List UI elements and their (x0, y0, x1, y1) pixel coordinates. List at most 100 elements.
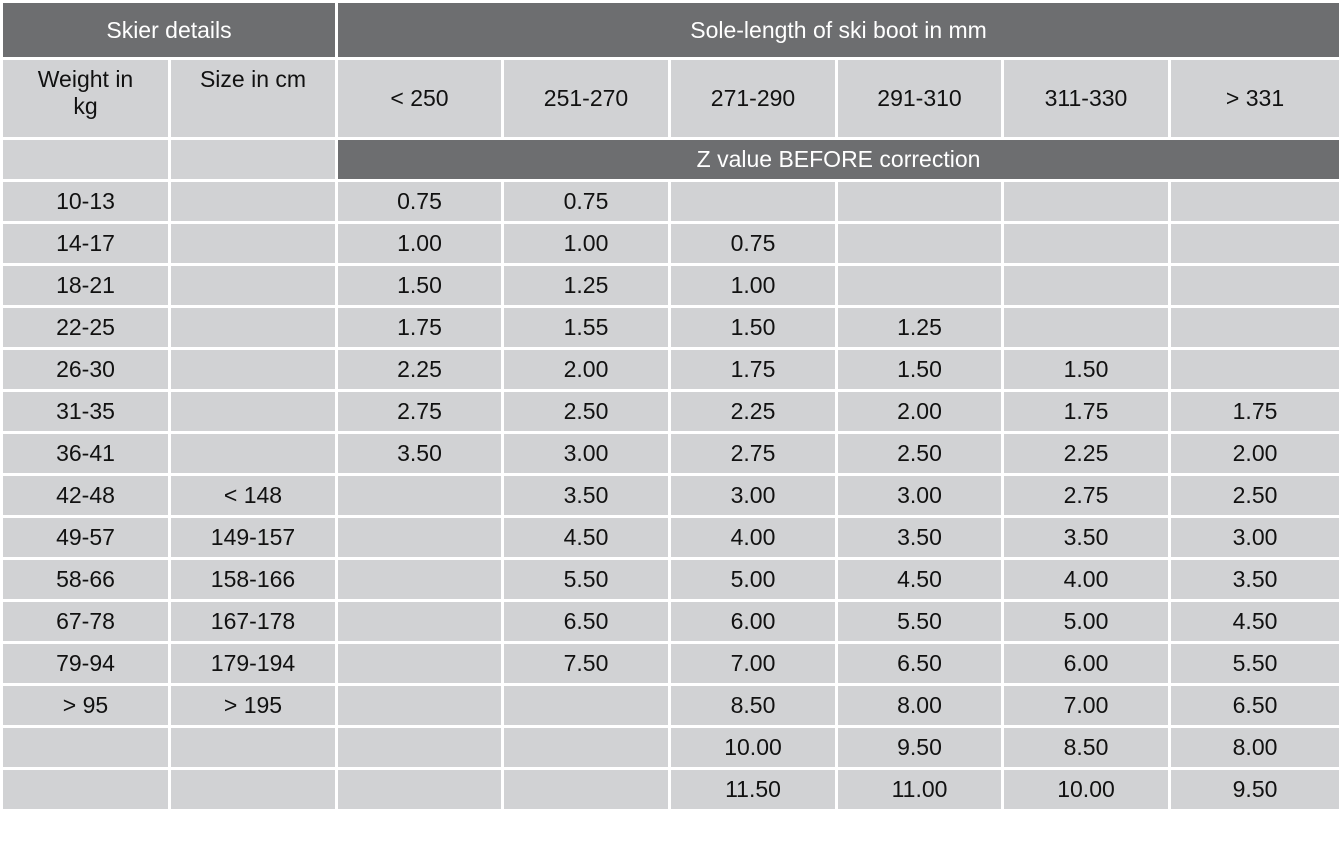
z-value-cell: 2.00 (1167, 431, 1339, 476)
z-value-cell: 5.50 (835, 599, 1004, 644)
empty-cell (168, 221, 338, 266)
empty-cell (501, 767, 671, 812)
z-value-cell: 1.55 (501, 305, 671, 350)
group-header: Sole-length of ski boot in mm (334, 0, 1339, 60)
column-header: < 250 (335, 57, 504, 140)
z-value-cell: 11.50 (668, 767, 838, 812)
z-value-cell: 1.00 (501, 221, 671, 266)
z-value-cell: 11.00 (835, 767, 1004, 812)
weight-cell: > 95 (0, 683, 171, 728)
group-header-row: Skier details Sole-length of ski boot in … (0, 0, 1339, 60)
column-header: Weight in kg (0, 57, 171, 140)
data-row: 14-17 1.00 1.00 0.75 (0, 221, 1339, 266)
z-value-cell: 2.50 (501, 389, 671, 434)
empty-cell (0, 137, 171, 182)
column-header: Size in cm (168, 57, 338, 140)
empty-cell (1001, 221, 1171, 266)
column-header: 271-290 (668, 57, 838, 140)
z-value-cell: 1.00 (668, 263, 838, 308)
empty-cell (1001, 305, 1171, 350)
empty-cell (1167, 347, 1339, 392)
z-value-cell: 8.00 (835, 683, 1004, 728)
z-value-cell: 3.50 (335, 431, 504, 476)
z-value-cell: 3.00 (835, 473, 1004, 518)
empty-cell (1167, 221, 1339, 266)
data-row: 79-94 179-194 7.50 7.00 6.50 6.00 5.50 (0, 641, 1339, 686)
z-value-cell: 7.00 (1001, 683, 1171, 728)
empty-cell (335, 683, 504, 728)
empty-cell (1001, 263, 1171, 308)
empty-cell (835, 263, 1004, 308)
z-value-cell: 8.50 (668, 683, 838, 728)
data-row: 26-30 2.25 2.00 1.75 1.50 1.50 (0, 347, 1339, 392)
empty-cell (0, 725, 171, 770)
empty-cell (168, 767, 338, 812)
z-value-cell: 3.00 (1167, 515, 1339, 560)
z-value-cell: 2.50 (835, 431, 1004, 476)
weight-cell: 79-94 (0, 641, 171, 686)
z-value-cell: 4.50 (501, 515, 671, 560)
data-row: 22-25 1.75 1.55 1.50 1.25 (0, 305, 1339, 350)
empty-cell (168, 137, 338, 182)
z-value-cell: 2.75 (335, 389, 504, 434)
ski-binding-table: Skier details Sole-length of ski boot in … (0, 0, 1339, 812)
empty-cell (335, 641, 504, 686)
empty-cell (501, 683, 671, 728)
z-value-cell: 2.00 (501, 347, 671, 392)
z-value-cell: 1.25 (835, 305, 1004, 350)
weight-cell: 31-35 (0, 389, 171, 434)
z-value-cell: 5.00 (668, 557, 838, 602)
z-value-cell: 1.75 (1001, 389, 1171, 434)
size-cell: 179-194 (168, 641, 338, 686)
column-header: 311-330 (1001, 57, 1171, 140)
weight-cell: 22-25 (0, 305, 171, 350)
z-value-cell: 4.00 (668, 515, 838, 560)
z-value-cell: 1.50 (335, 263, 504, 308)
z-value-cell: 0.75 (501, 179, 671, 224)
empty-cell (335, 767, 504, 812)
z-value-cell: 4.50 (1167, 599, 1339, 644)
data-row: 58-66 158-166 5.50 5.00 4.50 4.00 3.50 (0, 557, 1339, 602)
empty-cell (1167, 305, 1339, 350)
empty-cell (168, 725, 338, 770)
size-cell: 167-178 (168, 599, 338, 644)
z-value-cell: 10.00 (668, 725, 838, 770)
empty-cell (501, 725, 671, 770)
z-value-cell: 8.50 (1001, 725, 1171, 770)
empty-cell (835, 221, 1004, 266)
z-value-cell: 3.00 (501, 431, 671, 476)
column-header: 251-270 (501, 57, 671, 140)
z-value-cell: 6.00 (1001, 641, 1171, 686)
z-value-cell: 7.00 (668, 641, 838, 686)
z-value-cell: 1.50 (668, 305, 838, 350)
empty-cell (335, 599, 504, 644)
z-value-cell: 8.00 (1167, 725, 1339, 770)
z-value-cell: 1.00 (335, 221, 504, 266)
weight-cell: 67-78 (0, 599, 171, 644)
subheader-row: Z value BEFORE correction (0, 137, 1339, 182)
empty-cell (335, 515, 504, 560)
z-value-cell: 3.50 (1001, 515, 1171, 560)
weight-cell: 36-41 (0, 431, 171, 476)
subheader: Z value BEFORE correction (334, 137, 1339, 182)
data-row: 49-57 149-157 4.50 4.00 3.50 3.50 3.00 (0, 515, 1339, 560)
empty-cell (168, 389, 338, 434)
z-value-cell: 3.50 (835, 515, 1004, 560)
empty-cell (1167, 263, 1339, 308)
z-value-cell: 2.75 (1001, 473, 1171, 518)
data-row: 31-35 2.75 2.50 2.25 2.00 1.75 1.75 (0, 389, 1339, 434)
data-row: 10-13 0.75 0.75 (0, 179, 1339, 224)
z-value-cell: 0.75 (668, 221, 838, 266)
z-value-cell: 2.75 (668, 431, 838, 476)
z-value-cell: 10.00 (1001, 767, 1171, 812)
weight-cell: 49-57 (0, 515, 171, 560)
z-value-cell: 1.75 (668, 347, 838, 392)
empty-cell (1167, 179, 1339, 224)
data-row: 18-21 1.50 1.25 1.00 (0, 263, 1339, 308)
z-value-cell: 4.00 (1001, 557, 1171, 602)
table-body: Skier details Sole-length of ski boot in … (0, 0, 1339, 812)
empty-cell (835, 179, 1004, 224)
empty-cell (1001, 179, 1171, 224)
data-row: 67-78 167-178 6.50 6.00 5.50 5.00 4.50 (0, 599, 1339, 644)
